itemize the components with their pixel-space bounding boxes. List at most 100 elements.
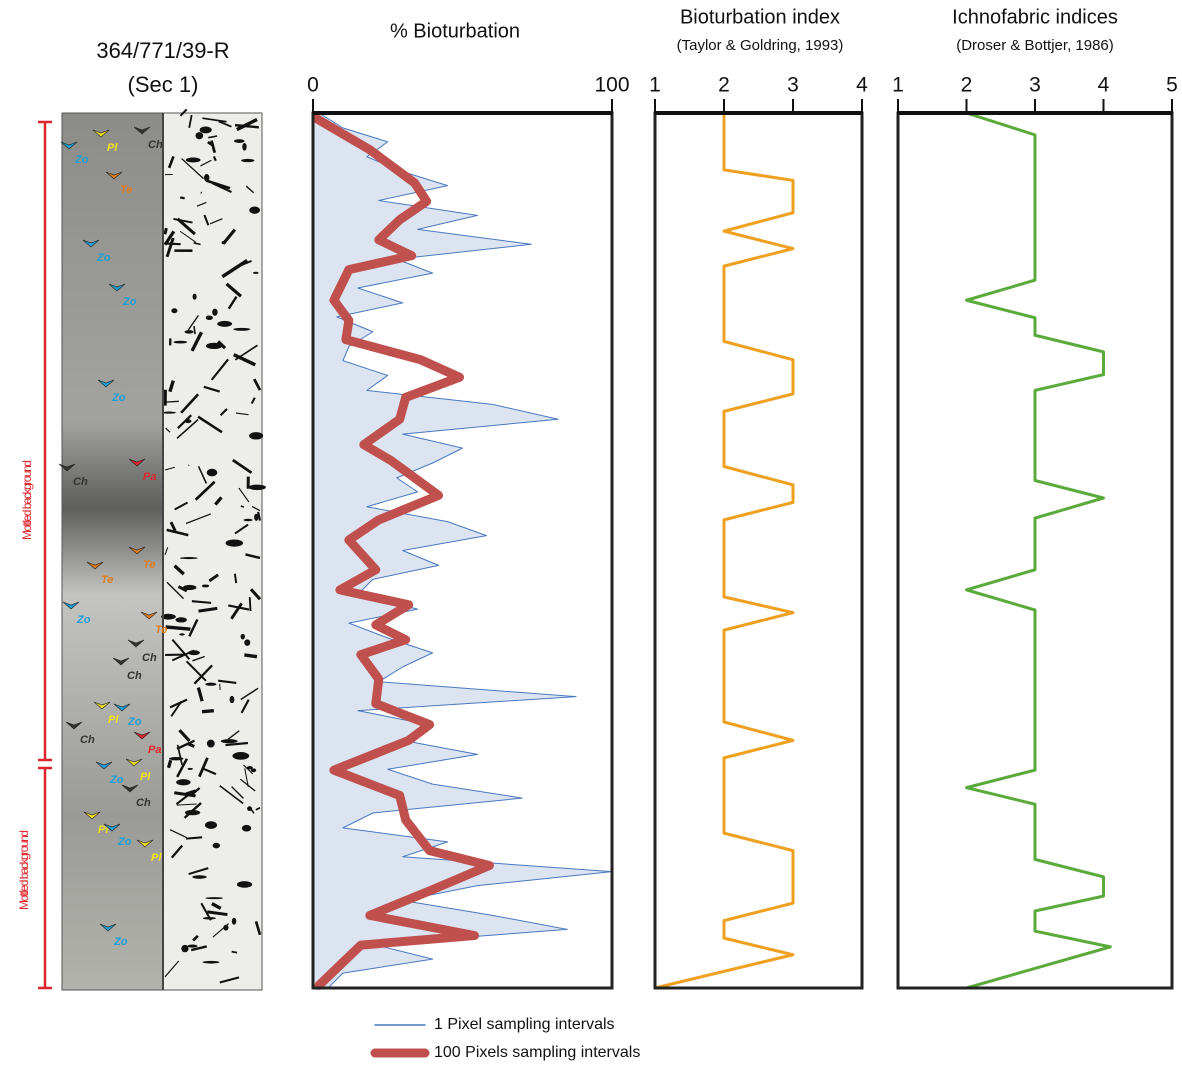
blot: [226, 539, 243, 546]
streak: [250, 597, 251, 611]
x-tick-label: 4: [1098, 74, 1110, 97]
chart-title: Bioturbation index: [680, 6, 840, 28]
blot: [212, 309, 217, 316]
streak: [235, 574, 236, 583]
trace-label: Ch: [73, 476, 88, 488]
blot: [185, 810, 200, 815]
x-tick-label: 1: [892, 74, 904, 97]
blot: [203, 961, 220, 964]
streak: [165, 401, 179, 402]
blot: [221, 739, 238, 743]
series-line: [655, 113, 793, 988]
blot: [232, 752, 249, 760]
trace-label: Ch: [136, 797, 151, 809]
blot: [196, 132, 204, 139]
blot: [206, 316, 213, 321]
blot: [187, 945, 197, 948]
trace-label: Zo: [109, 774, 124, 786]
blot: [181, 945, 188, 952]
blot: [244, 519, 253, 522]
legend-label: 100 Pixels sampling intervals: [434, 1044, 640, 1061]
core-title: 364/771/39-R: [96, 38, 229, 63]
blot: [192, 875, 206, 879]
streak: [165, 243, 181, 244]
trace-label: Te: [120, 184, 132, 196]
blot: [205, 683, 216, 686]
chart-subtitle: (Taylor & Goldring, 1993): [677, 37, 844, 54]
blot: [205, 897, 223, 899]
trace-label: Zo: [111, 392, 126, 404]
blot: [217, 321, 232, 327]
chart-title: Ichnofabric indices: [952, 6, 1118, 28]
trace-label: Zo: [74, 154, 89, 166]
blot: [253, 272, 259, 274]
plot-frame: [655, 113, 862, 988]
blot: [237, 881, 252, 888]
blot: [171, 308, 177, 313]
trace-label: Pl: [151, 852, 162, 864]
chart-title: % Bioturbation: [390, 20, 520, 42]
blot: [254, 514, 258, 521]
trace-label: Ch: [127, 670, 142, 682]
core-subtitle: (Sec 1): [128, 72, 199, 97]
streak: [169, 760, 171, 768]
blot: [249, 206, 260, 213]
blot: [241, 634, 245, 640]
trace-label: Te: [155, 624, 167, 636]
blot: [247, 766, 253, 769]
trace-label: Zo: [76, 614, 91, 626]
blot: [185, 330, 194, 334]
blot: [179, 633, 184, 635]
trace-label: Zo: [113, 936, 128, 948]
trace-label: Pa: [143, 471, 156, 483]
blot: [180, 557, 198, 559]
blot: [244, 639, 250, 646]
streak: [165, 228, 166, 234]
blot: [205, 821, 217, 829]
blot: [222, 241, 226, 244]
streak: [202, 711, 214, 712]
blot: [186, 158, 201, 163]
trace-label: Zo: [122, 296, 137, 308]
blot: [169, 757, 183, 760]
x-tick-label: 4: [856, 74, 868, 97]
blot: [241, 159, 254, 162]
x-tick-label: 5: [1166, 74, 1178, 97]
streak: [194, 326, 195, 334]
blot: [174, 341, 188, 344]
blot: [204, 174, 209, 182]
blot: [230, 696, 235, 703]
blot: [207, 740, 215, 748]
trace-label: Zo: [96, 252, 111, 264]
blot: [234, 139, 245, 143]
blot: [206, 343, 222, 349]
blot: [247, 806, 252, 811]
x-tick-label: 1: [649, 74, 661, 97]
interval-label: Mottled background: [20, 460, 34, 540]
blot: [249, 485, 266, 490]
x-tick-label: 3: [787, 74, 799, 97]
streak: [180, 197, 184, 198]
blot: [175, 617, 187, 622]
interval-label: Mottled background: [17, 830, 31, 910]
interval-brackets: [38, 122, 52, 988]
chart-subtitle: (Droser & Bottjer, 1986): [956, 37, 1114, 54]
streak: [232, 952, 237, 953]
streak: [186, 837, 202, 838]
streak: [241, 506, 244, 507]
blot: [223, 925, 228, 931]
trace-label: Ch: [142, 652, 157, 664]
legend-label: 1 Pixel sampling intervals: [434, 1016, 615, 1033]
streak: [166, 627, 191, 629]
streak: [244, 655, 257, 657]
blot: [187, 768, 192, 770]
blot: [188, 650, 200, 655]
x-tick-label: 3: [1029, 74, 1041, 97]
x-tick-label: 100: [594, 74, 629, 97]
trace-label: Pa: [148, 744, 161, 756]
trace-label: Zo: [117, 836, 132, 848]
trace-label: Zo: [127, 716, 142, 728]
trace-label: Ch: [148, 139, 163, 151]
x-tick-label: 2: [961, 74, 973, 97]
blot: [162, 412, 176, 414]
